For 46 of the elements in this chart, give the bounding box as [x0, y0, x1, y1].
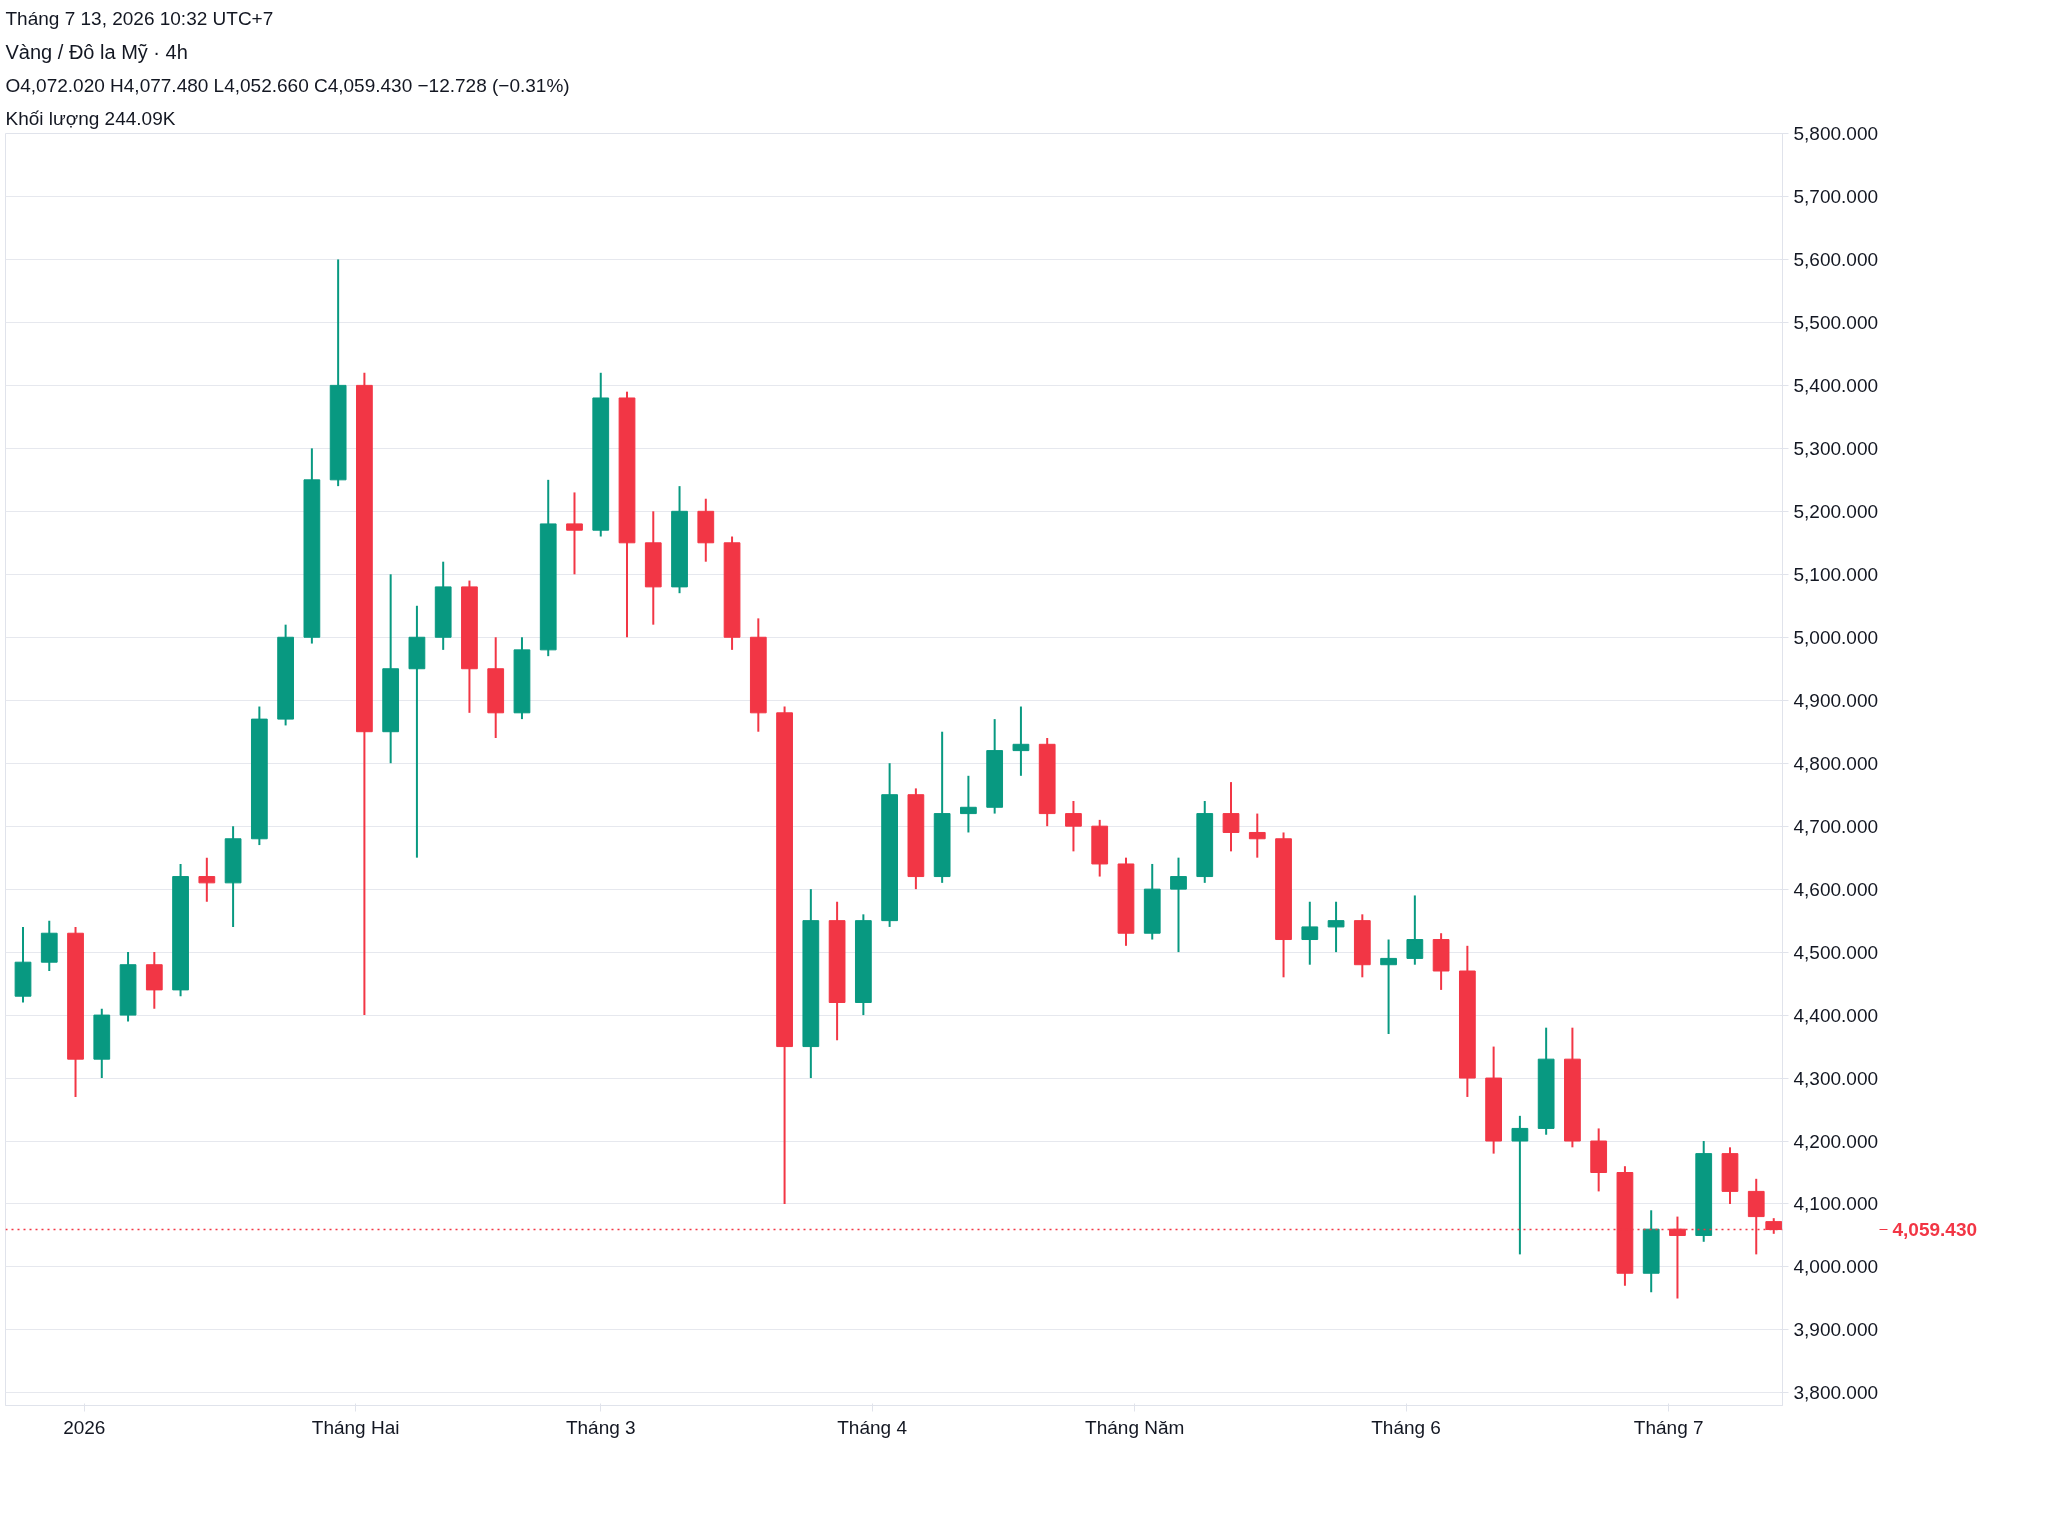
y-tick-label: 4,600.000: [1793, 878, 1879, 900]
y-tick-label: 5,000.000: [1793, 626, 1879, 648]
ref-line-label: 4,059.430: [1892, 1219, 1978, 1241]
y-tick-label: 5,400.000: [1793, 374, 1879, 396]
candlestick: [960, 774, 977, 834]
y-tick-label: 4,800.000: [1793, 752, 1879, 774]
y-tick-label: 4,500.000: [1793, 941, 1879, 963]
candlestick: [1222, 781, 1240, 853]
y-tick-label: 5,500.000: [1793, 311, 1879, 333]
x-tick-label: Tháng Năm: [1085, 1416, 1185, 1438]
y-tick-label: 4,400.000: [1793, 1004, 1879, 1026]
chart-title: Vàng / Đô la Mỹ · 4h: [5, 40, 188, 63]
y-tick-label: 4,000.000: [1793, 1256, 1879, 1278]
x-tick-label: 2026: [63, 1416, 106, 1438]
candlestick: [198, 856, 216, 903]
y-tick-label: 5,100.000: [1793, 563, 1879, 585]
y-tick-label: 5,700.000: [1793, 185, 1879, 207]
candlestick: [1065, 799, 1082, 853]
x-tick-label: Tháng 4: [837, 1416, 908, 1438]
y-tick-label: 4,300.000: [1793, 1067, 1879, 1089]
text: Tháng 7 13, 2026 10:32 UTC+7: [5, 7, 274, 29]
candlestick: [1327, 900, 1345, 954]
y-tick-label: 5,600.000: [1793, 248, 1879, 270]
y-tick-label: 3,900.000: [1793, 1319, 1879, 1341]
y-tick-label: 5,200.000: [1793, 500, 1879, 522]
candlestick: [1012, 705, 1030, 777]
candlestick: [1511, 1114, 1529, 1256]
candlestick: [1301, 900, 1319, 966]
x-tick-label: Tháng 7: [1633, 1416, 1704, 1438]
y-tick-label: 4,900.000: [1793, 689, 1879, 711]
x-tick-label: Tháng 3: [565, 1416, 636, 1438]
candlestick: [1248, 812, 1266, 859]
y-tick-label: 4,200.000: [1793, 1130, 1879, 1152]
candlestick: [1406, 894, 1424, 966]
candlestick: [1170, 856, 1187, 954]
candlestick: [566, 491, 583, 576]
y-tick-label: 5,800.000: [1793, 123, 1879, 144]
candlestick: [1380, 938, 1397, 1035]
y-tick-label: 5,300.000: [1793, 437, 1879, 459]
y-tick-label: 3,800.000: [1793, 1382, 1879, 1404]
x-tick-label: Tháng Hai: [311, 1416, 400, 1438]
text: Khối lượng 244.09K: [5, 107, 176, 129]
text: O4,072.020 H4,077.480 L4,052.660 C4,059.430 −12.728 (−0.31%): [5, 74, 570, 96]
x-tick-label: Tháng 6: [1371, 1416, 1441, 1438]
y-tick-label: 4,100.000: [1793, 1193, 1879, 1215]
y-tick-label: 4,700.000: [1793, 815, 1879, 837]
